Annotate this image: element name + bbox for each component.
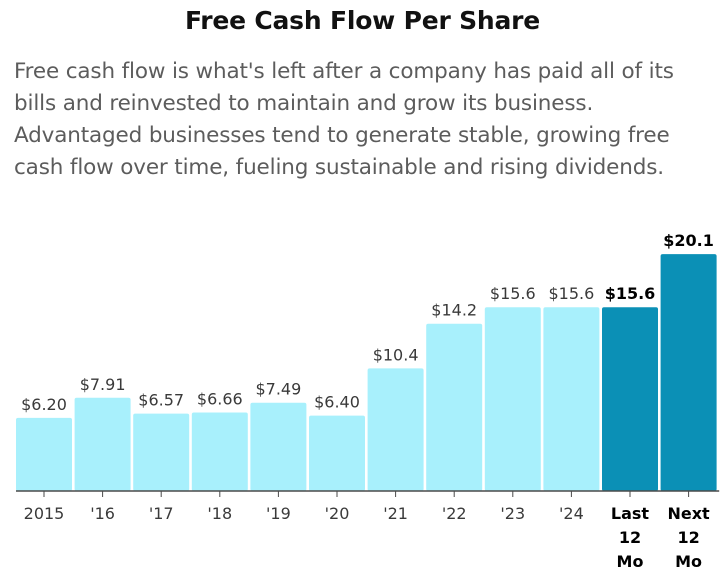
- bar: [133, 413, 190, 491]
- bar-value-label: $6.40: [314, 393, 360, 412]
- x-tick-label-line: 2015: [24, 504, 65, 523]
- x-tick-label-line: '24: [559, 504, 584, 523]
- chart-title: Free Cash Flow Per Share: [184, 6, 541, 35]
- x-tick-label-line: '16: [90, 504, 115, 523]
- x-tick-label: '23: [500, 504, 525, 523]
- x-tick-label: '19: [266, 504, 291, 523]
- bar: [426, 323, 483, 491]
- bar: [250, 402, 307, 491]
- bars-group: [16, 254, 717, 491]
- tick-labels-group: 2015'16'17'18'19'20'21'22'23'24 Last 12 MoN…: [24, 504, 710, 571]
- x-tick-label: '17: [149, 504, 174, 523]
- bar-value-label: $6.57: [138, 391, 184, 410]
- tick-marks-group: [43, 491, 690, 497]
- x-tick-label: '16: [90, 504, 115, 523]
- x-tick-label: '21: [383, 504, 408, 523]
- bar-value-label: $10.4: [373, 345, 419, 364]
- x-tick-label-line: '22: [442, 504, 467, 523]
- bar: [660, 254, 717, 491]
- bar: [484, 307, 541, 491]
- bar: [602, 307, 658, 491]
- bar-value-label: $15.6: [548, 284, 594, 303]
- x-tick-label: Next 12 Mo: [667, 504, 710, 571]
- bar-value-label: $7.49: [255, 380, 301, 399]
- x-tick-label-line: '17: [149, 504, 174, 523]
- bar: [74, 397, 131, 491]
- bar-value-label: $7.91: [80, 375, 126, 394]
- bar-value-label: $6.20: [21, 395, 67, 414]
- x-tick-label-line: Next: [667, 504, 710, 523]
- x-tick-label: '18: [207, 504, 232, 523]
- x-tick-label: '22: [442, 504, 467, 523]
- bar-value-label: $15.6: [490, 284, 536, 303]
- x-tick-label-line: '21: [383, 504, 408, 523]
- x-tick-label-line: Mo: [617, 552, 644, 571]
- bar: [309, 415, 365, 491]
- bar: [191, 412, 248, 491]
- x-tick-label-line: '23: [500, 504, 525, 523]
- x-tick-label-line: 12: [677, 528, 699, 547]
- bar: [543, 307, 600, 491]
- x-tick-label-line: '18: [207, 504, 232, 523]
- bar-value-label: $14.2: [431, 301, 477, 320]
- bar-value-label: $15.6: [605, 284, 656, 303]
- x-tick-label: '24: [559, 504, 584, 523]
- x-tick-label: 2015: [24, 504, 65, 523]
- x-tick-label-line: 12: [619, 528, 641, 547]
- bar-value-label: $20.1: [663, 231, 714, 250]
- value-labels-group: $6.20 $7.91 $6.57 $6.66 $7.49 $6.40 $10.4 $14.2…: [21, 231, 714, 414]
- x-tick-label-line: '20: [325, 504, 350, 523]
- x-tick-label: '20: [325, 504, 350, 523]
- chart-description: Free cash flow is what's left after a co…: [14, 59, 674, 180]
- x-tick-label-line: Last: [611, 504, 650, 523]
- bar: [367, 368, 424, 491]
- x-tick-label: Last 12 Mo: [611, 504, 650, 571]
- x-tick-label-line: Mo: [675, 552, 702, 571]
- bar-value-label: $6.66: [197, 390, 243, 409]
- bar: [16, 417, 72, 491]
- x-tick-label-line: '19: [266, 504, 291, 523]
